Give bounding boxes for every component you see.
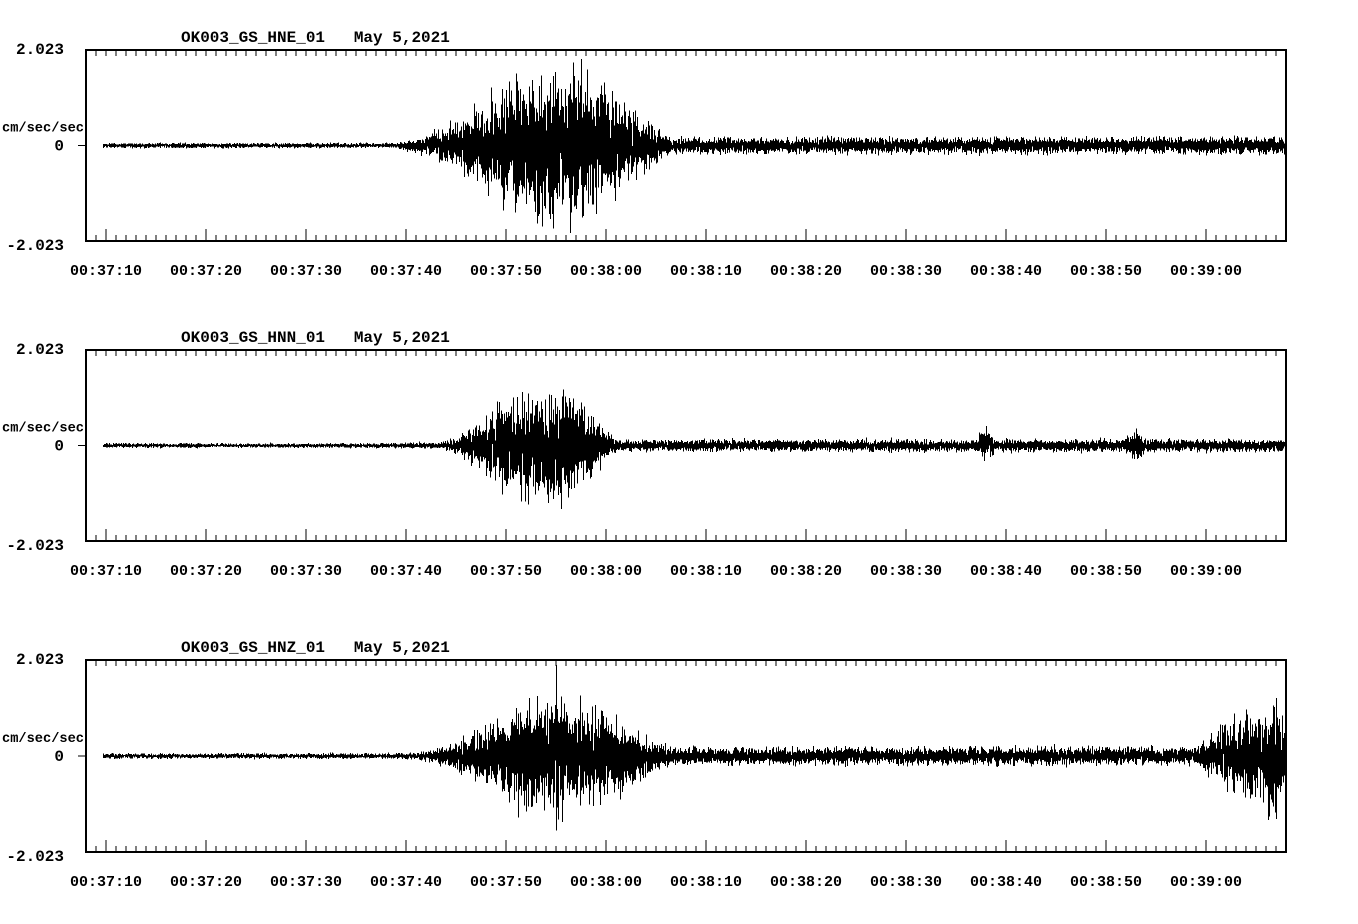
- svg-text:00:39:00: 00:39:00: [1170, 563, 1242, 580]
- svg-text:00:37:20: 00:37:20: [170, 563, 242, 580]
- svg-text:00:37:50: 00:37:50: [470, 263, 542, 280]
- svg-text:00:38:30: 00:38:30: [870, 263, 942, 280]
- svg-text:00:38:30: 00:38:30: [870, 563, 942, 580]
- svg-text:00:38:30: 00:38:30: [870, 874, 942, 891]
- svg-text:00:38:10: 00:38:10: [670, 874, 742, 891]
- svg-text:00:37:50: 00:37:50: [470, 563, 542, 580]
- svg-text:00:39:00: 00:39:00: [1170, 874, 1242, 891]
- svg-text:00:38:20: 00:38:20: [770, 874, 842, 891]
- svg-text:0: 0: [54, 438, 64, 456]
- svg-text:OK003_GS_HNN_01 May 5,2021: OK003_GS_HNN_01 May 5,2021: [181, 329, 450, 347]
- svg-text:0: 0: [54, 748, 64, 766]
- svg-text:00:38:20: 00:38:20: [770, 263, 842, 280]
- svg-text:00:38:50: 00:38:50: [1070, 263, 1142, 280]
- svg-text:2.023: 2.023: [16, 341, 64, 359]
- svg-text:00:37:40: 00:37:40: [370, 263, 442, 280]
- svg-text:00:38:40: 00:38:40: [970, 563, 1042, 580]
- svg-text:2.023: 2.023: [16, 41, 64, 59]
- svg-text:-2.023: -2.023: [6, 848, 64, 866]
- svg-text:00:37:40: 00:37:40: [370, 563, 442, 580]
- svg-text:00:37:50: 00:37:50: [470, 874, 542, 891]
- svg-text:00:37:30: 00:37:30: [270, 874, 342, 891]
- svg-text:00:38:00: 00:38:00: [570, 263, 642, 280]
- svg-text:00:38:10: 00:38:10: [670, 563, 742, 580]
- svg-text:00:37:30: 00:37:30: [270, 263, 342, 280]
- svg-text:cm/sec/sec: cm/sec/sec: [2, 121, 84, 137]
- svg-text:00:37:10: 00:37:10: [70, 874, 142, 891]
- svg-text:00:38:50: 00:38:50: [1070, 874, 1142, 891]
- svg-text:0: 0: [54, 138, 64, 156]
- svg-text:00:38:20: 00:38:20: [770, 563, 842, 580]
- svg-text:OK003_GS_HNE_01 May 5,2021: OK003_GS_HNE_01 May 5,2021: [181, 29, 450, 47]
- svg-text:-2.023: -2.023: [6, 237, 64, 255]
- svg-text:-2.023: -2.023: [6, 537, 64, 555]
- svg-text:00:38:00: 00:38:00: [570, 563, 642, 580]
- svg-text:00:37:10: 00:37:10: [70, 263, 142, 280]
- svg-text:00:37:20: 00:37:20: [170, 874, 242, 891]
- svg-text:00:37:20: 00:37:20: [170, 263, 242, 280]
- svg-text:00:37:10: 00:37:10: [70, 563, 142, 580]
- svg-text:00:37:30: 00:37:30: [270, 563, 342, 580]
- svg-text:2.023: 2.023: [16, 651, 64, 669]
- svg-text:cm/sec/sec: cm/sec/sec: [2, 421, 84, 437]
- svg-text:cm/sec/sec: cm/sec/sec: [2, 731, 84, 747]
- svg-text:00:38:50: 00:38:50: [1070, 563, 1142, 580]
- svg-text:00:38:40: 00:38:40: [970, 874, 1042, 891]
- svg-text:00:37:40: 00:37:40: [370, 874, 442, 891]
- svg-text:00:39:00: 00:39:00: [1170, 263, 1242, 280]
- svg-text:00:38:10: 00:38:10: [670, 263, 742, 280]
- svg-text:00:38:40: 00:38:40: [970, 263, 1042, 280]
- svg-text:OK003_GS_HNZ_01 May 5,2021: OK003_GS_HNZ_01 May 5,2021: [181, 639, 450, 657]
- svg-text:00:38:00: 00:38:00: [570, 874, 642, 891]
